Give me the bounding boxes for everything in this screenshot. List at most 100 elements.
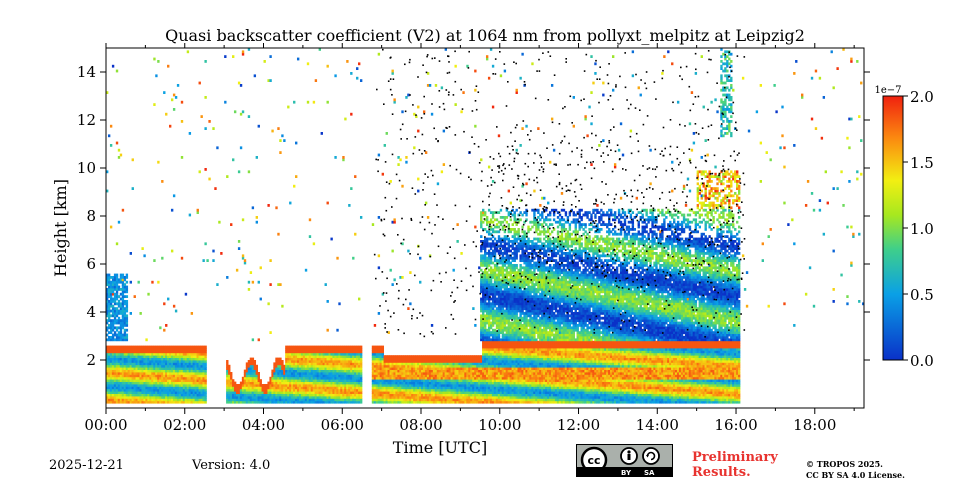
heatmap-cell [159,350,162,354]
heatmap-cell [259,297,262,301]
heatmap-cell [241,386,245,390]
heatmap-cell [324,362,327,366]
heatmap-cell [387,381,390,385]
heatmap-cell [159,400,162,404]
heatmap-cell [133,355,136,358]
heatmap-cell [277,232,280,236]
heatmap-cell [127,391,131,394]
heatmap-cell [279,362,282,366]
heatmap-cell [330,237,333,241]
heatmap-cell [109,348,113,351]
heatmap-cell [253,74,257,78]
heatmap-cell [346,388,349,392]
heatmap-cell [393,357,396,361]
heatmap-cell [157,348,160,351]
heatmap-cell [300,348,304,351]
heatmap-cell [155,386,158,390]
heatmap-cell [310,348,314,351]
heatmap-cell [151,357,154,361]
heatmap-cell [125,333,129,337]
heatmap-cell [340,345,343,349]
heatmap-cell [135,393,138,397]
heatmap-cell [172,391,176,394]
heatmap-cell [121,319,125,322]
heatmap-cell [269,331,272,334]
heatmap-cell [218,220,221,224]
heatmap-cell [344,369,347,373]
heatmap-cell [409,391,412,394]
heatmap-cell [300,374,304,378]
heatmap-cell [336,391,339,394]
heatmap-cell [287,355,290,358]
heatmap-cell [176,393,180,397]
heatmap-cell [143,362,146,366]
heatmap-cell [117,285,121,289]
heatmap-cell [328,381,331,385]
heatmap-cell [111,400,115,404]
heatmap-cell [194,376,197,380]
heatmap-cell [306,374,310,378]
heatmap-cell [320,400,323,404]
heatmap-cell [121,386,125,390]
heatmap-cell [106,304,109,308]
heatmap-cell [121,307,125,310]
heatmap-cell [326,388,329,392]
heatmap-cell [277,379,280,382]
heatmap-cell [340,384,343,387]
heatmap-cell [375,393,379,397]
heatmap-cell [336,364,339,368]
heatmap-cell [482,208,485,212]
heatmap-cell [391,391,394,394]
heatmap-cell [371,345,375,349]
heatmap-cell [180,156,184,159]
heatmap-cell [358,62,361,66]
heatmap-cell [200,372,203,375]
heatmap-cell [212,249,215,253]
heatmap-cell [106,295,109,298]
heatmap-cell [180,376,184,380]
heatmap-cell [113,400,117,404]
heatmap-cell [251,374,255,378]
heatmap-cell [115,364,119,368]
heatmap-cell [107,319,111,322]
heatmap-cell [409,362,412,366]
heatmap-cell [383,372,386,375]
heatmap-cell [377,384,381,387]
heatmap-cell [310,355,314,358]
heatmap-cell [202,374,205,378]
heatmap-cell [395,369,398,373]
heatmap-cell [322,396,325,399]
heatmap-cell [271,376,274,380]
heatmap-cell [304,364,308,368]
heatmap-cell [106,384,109,387]
heatmap-cell [338,355,341,358]
heatmap-cell [269,398,272,402]
heatmap-cell [328,372,331,375]
heatmap-cell [383,364,386,368]
heatmap-cell [389,381,392,385]
heatmap-cell [125,393,129,397]
heatmap-cell [346,352,349,356]
heatmap-cell [291,376,294,380]
heatmap-cell [403,357,406,361]
heatmap-cell [281,396,284,399]
heatmap-cell [302,367,306,370]
heatmap-cell [125,302,129,306]
heatmap-cell [204,127,207,130]
heatmap-cell [281,374,284,378]
heatmap-cell [155,367,158,370]
heatmap-cell [109,285,113,289]
heatmap-cell [358,372,361,375]
heatmap-cell [306,372,310,375]
heatmap-cell [169,360,172,363]
heatmap-cell [407,388,410,392]
heatmap-cell [269,381,272,385]
heatmap-cell [226,384,229,387]
heatmap-cell [163,367,166,370]
heatmap-cell [206,259,209,262]
heatmap-cell [125,285,129,289]
heatmap-cell [480,268,483,272]
heatmap-cell [109,367,113,370]
heatmap-cell [137,396,140,399]
heatmap-cell [194,369,197,373]
